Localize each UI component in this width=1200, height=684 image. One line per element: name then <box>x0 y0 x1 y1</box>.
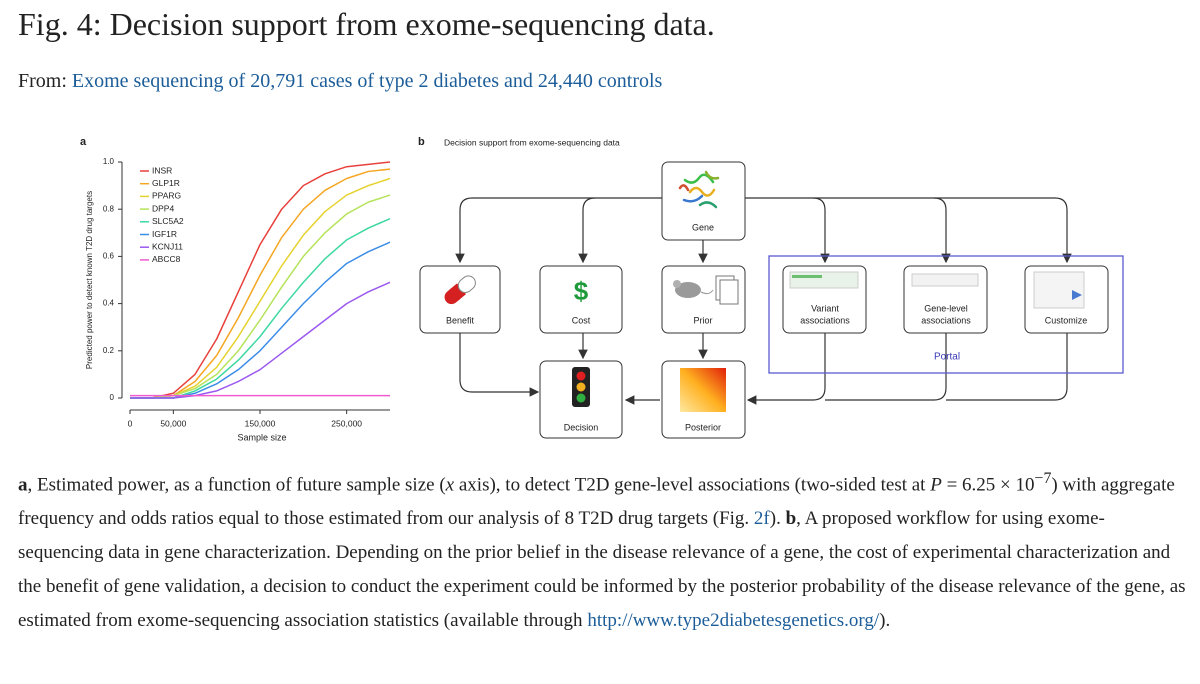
connector <box>946 333 1068 401</box>
workflow-diagram: b Decision support from exome-sequencing… <box>418 136 1124 439</box>
mouse-icon <box>673 275 739 305</box>
legend-label: IGF1R <box>152 229 177 239</box>
traffic-light-icon <box>572 367 590 407</box>
caption-text: −7 <box>1034 470 1052 487</box>
caption: a, Estimated power, as a function of fut… <box>18 462 1186 638</box>
y-tick-label: 0 <box>110 393 115 402</box>
node-label: Gene-level <box>924 303 968 313</box>
pill-icon <box>444 275 476 305</box>
series-line <box>130 281 391 399</box>
x-tick-label: 0 <box>128 418 133 428</box>
legend-label: DPP4 <box>152 203 174 213</box>
node-box <box>419 265 501 334</box>
node-label: Gene <box>692 222 714 232</box>
thumbnail <box>792 275 822 278</box>
thumbnail <box>1033 271 1085 309</box>
panel-title: Decision support from exome-sequencing d… <box>444 137 620 147</box>
series-line <box>130 161 391 399</box>
legend-label: PPARG <box>152 191 181 201</box>
node-label: associations <box>800 315 850 325</box>
connector <box>812 197 830 264</box>
caption-text: ) with aggregate frequency and odds rati… <box>18 474 1175 530</box>
x-tick-label: 150,000 <box>245 418 276 428</box>
heatmap-icon <box>680 368 726 412</box>
caption-text: , A proposed workflow for using exome-se… <box>18 508 1186 632</box>
node-box <box>661 161 746 241</box>
source-link[interactable]: Exome sequencing of 20,791 cases of type… <box>71 70 663 92</box>
node-label: Customize <box>1045 315 1088 325</box>
connector <box>578 197 596 264</box>
node-label: Decision <box>564 422 599 432</box>
figure-link[interactable]: 2f <box>753 508 770 530</box>
node-label: Prior <box>693 315 712 325</box>
node-box <box>539 265 623 334</box>
panel-label: a <box>80 136 87 148</box>
node-label: Benefit <box>446 315 475 325</box>
connector <box>746 333 826 405</box>
y-tick-label: 0.8 <box>103 204 115 213</box>
connector <box>455 197 662 264</box>
panel-label: b <box>418 136 425 148</box>
y-tick-label: 1.0 <box>103 157 115 166</box>
thumbnail <box>789 271 859 289</box>
from-label: From: <box>18 70 67 92</box>
connector <box>459 333 540 397</box>
source-line: From: Exome sequencing of 20,791 cases o… <box>18 70 662 93</box>
caption-text: ). <box>879 610 891 632</box>
y-tick-label: 0.4 <box>103 299 115 308</box>
node-label: Cost <box>572 315 591 325</box>
caption-text: = 6.25 × 10 <box>941 474 1035 496</box>
thumbnail <box>1072 290 1082 300</box>
portal-group <box>768 255 1124 374</box>
power-chart: a Predicted power to detect known T2D dr… <box>80 136 391 442</box>
connector <box>933 197 951 264</box>
caption-text: ). <box>769 508 786 530</box>
figure: a Predicted power to detect known T2D dr… <box>80 136 1124 442</box>
legend-label: ABCC8 <box>152 254 181 264</box>
y-tick-label: 0.2 <box>103 346 115 355</box>
legend-label: INSR <box>152 165 172 175</box>
caption-text: b <box>785 508 797 530</box>
node-label: Variant <box>811 303 839 313</box>
cost-icon: $ <box>574 276 589 306</box>
y-axis-label: Predicted power to detect known T2D drug… <box>85 191 94 369</box>
node-label: Posterior <box>685 422 721 432</box>
y-tick-label: 0.6 <box>103 252 115 261</box>
caption-text: , Estimated power, as a function of futu… <box>27 474 446 496</box>
caption-text: x <box>445 474 455 496</box>
protein-icon <box>678 170 720 209</box>
connector <box>745 197 1072 264</box>
legend-label: SLC5A2 <box>152 216 184 226</box>
node-label: associations <box>921 315 971 325</box>
url-link[interactable]: http://www.type2diabetesgenetics.org/ <box>587 610 880 632</box>
caption-text: a <box>18 474 28 496</box>
legend-label: GLP1R <box>152 178 180 188</box>
thumbnail <box>911 273 979 287</box>
x-tick-label: 50,000 <box>160 418 186 428</box>
legend-label: KCNJ11 <box>152 241 183 251</box>
caption-text: axis), to detect T2D gene-level associat… <box>454 474 931 496</box>
group-label: Portal <box>934 352 960 363</box>
x-axis-label: Sample size <box>237 432 286 442</box>
caption-text: P <box>930 474 942 496</box>
figure-title: Fig. 4: Decision support from exome-sequ… <box>18 6 715 42</box>
connector <box>825 333 947 401</box>
x-tick-label: 250,000 <box>331 418 362 428</box>
